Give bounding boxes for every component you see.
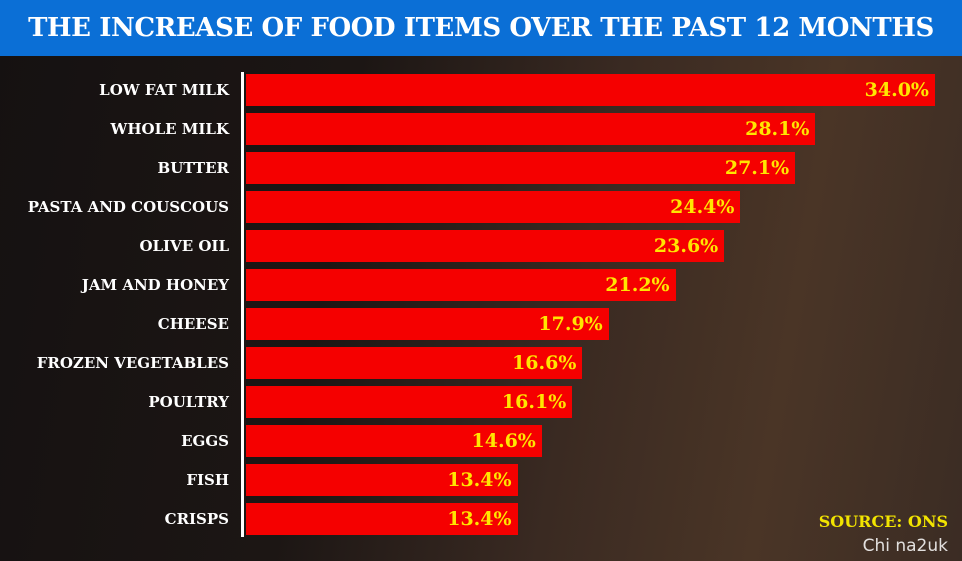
chart-title: THE INCREASE OF FOOD ITEMS OVER THE PAST… — [0, 0, 962, 56]
value-label: 17.9% — [538, 313, 603, 335]
bar — [246, 74, 935, 106]
watermark: Chi na2uk — [862, 536, 948, 556]
category-label: FROZEN VEGETABLES — [36, 354, 229, 372]
value-label: 34.0% — [864, 79, 929, 101]
value-label: 28.1% — [745, 118, 810, 140]
category-label: CRISPS — [164, 510, 229, 528]
category-label: CHEESE — [157, 315, 229, 333]
category-label: PASTA AND COUSCOUS — [27, 198, 229, 216]
category-label: FISH — [186, 471, 229, 489]
bar — [246, 347, 583, 379]
value-label: 27.1% — [724, 157, 790, 179]
bar — [246, 308, 609, 340]
bar — [246, 152, 796, 184]
value-label: 13.4% — [447, 508, 512, 530]
bar — [246, 464, 518, 496]
value-label: 24.4% — [670, 196, 735, 218]
value-label: 16.1% — [501, 391, 567, 413]
value-label: 16.6% — [512, 352, 577, 374]
category-label: JAM AND HONEY — [81, 276, 229, 294]
category-label: BUTTER — [157, 159, 229, 177]
bar — [246, 503, 518, 535]
bar — [246, 425, 542, 457]
bar — [246, 230, 725, 262]
category-label: POULTRY — [148, 393, 229, 411]
value-label: 21.2% — [605, 274, 670, 296]
y-axis-line — [241, 72, 244, 537]
bar — [246, 269, 676, 301]
value-label: 23.6% — [653, 235, 719, 257]
category-label: WHOLE MILK — [110, 120, 230, 138]
value-label: 13.4% — [447, 469, 512, 491]
source-note: SOURCE: ONS — [818, 512, 948, 531]
category-label: EGGS — [181, 432, 229, 450]
category-label: LOW FAT MILK — [99, 81, 229, 99]
category-label: OLIVE OIL — [139, 237, 229, 255]
bar — [246, 386, 573, 418]
value-label: 14.6% — [471, 430, 536, 452]
bar — [246, 191, 741, 223]
bar — [246, 113, 816, 145]
